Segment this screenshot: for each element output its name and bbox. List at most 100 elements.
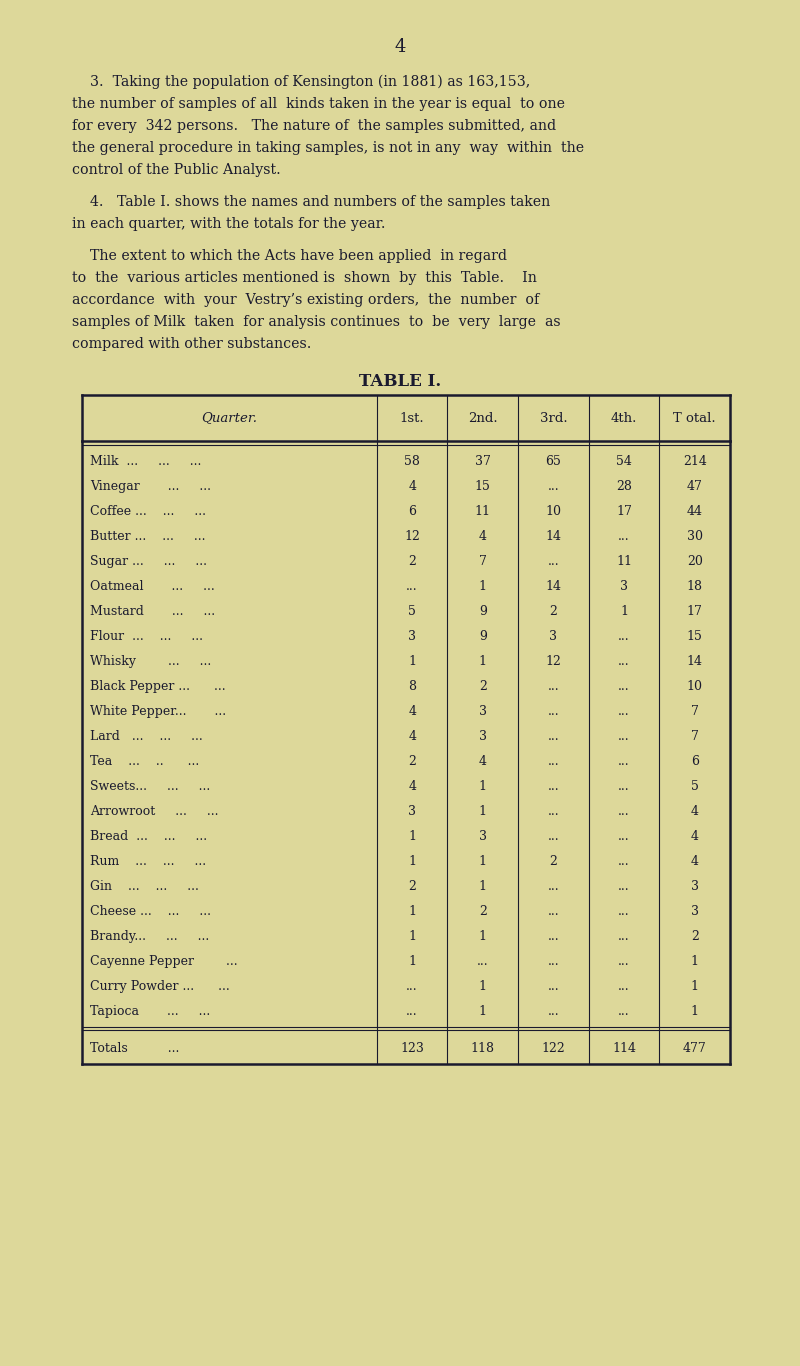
- Text: ...: ...: [548, 755, 559, 768]
- Text: Totals          ...: Totals ...: [90, 1041, 179, 1055]
- Text: 1: 1: [478, 805, 486, 818]
- Text: 1: 1: [478, 930, 486, 943]
- Text: 17: 17: [686, 605, 702, 617]
- Text: White Pepper...       ...: White Pepper... ...: [90, 705, 226, 719]
- Text: 3: 3: [408, 630, 416, 643]
- Text: to  the  various articles mentioned is  shown  by  this  Table.    In: to the various articles mentioned is sho…: [72, 270, 537, 285]
- Text: ...: ...: [618, 705, 630, 719]
- Text: 2nd.: 2nd.: [468, 411, 498, 425]
- Text: 1: 1: [478, 656, 486, 668]
- Text: 3.  Taking the population of Kensington (in 1881) as 163,153,: 3. Taking the population of Kensington (…: [72, 75, 530, 89]
- Text: Cheese ...    ...     ...: Cheese ... ... ...: [90, 906, 211, 918]
- Text: 1: 1: [690, 955, 698, 968]
- Text: Lard   ...    ...     ...: Lard ... ... ...: [90, 729, 202, 743]
- Text: 3: 3: [408, 805, 416, 818]
- Text: 14: 14: [686, 656, 702, 668]
- Text: ...: ...: [618, 880, 630, 893]
- Text: ...: ...: [548, 555, 559, 568]
- Text: ...: ...: [548, 979, 559, 993]
- Text: 9: 9: [479, 605, 486, 617]
- Text: Sugar ...     ...     ...: Sugar ... ... ...: [90, 555, 207, 568]
- Text: 2: 2: [550, 855, 558, 867]
- Text: Gin    ...    ...     ...: Gin ... ... ...: [90, 880, 199, 893]
- Text: 3: 3: [478, 831, 486, 843]
- Text: 3: 3: [690, 906, 698, 918]
- Text: 1: 1: [690, 1005, 698, 1018]
- Text: 8: 8: [408, 680, 416, 693]
- Text: 3: 3: [620, 581, 628, 593]
- Text: 6: 6: [408, 505, 416, 518]
- Text: ...: ...: [548, 906, 559, 918]
- Text: 1: 1: [478, 979, 486, 993]
- Text: 2: 2: [408, 555, 416, 568]
- Text: 10: 10: [686, 680, 702, 693]
- Text: 4: 4: [408, 780, 416, 794]
- Text: 4: 4: [690, 805, 698, 818]
- Text: ...: ...: [406, 1005, 418, 1018]
- Text: ...: ...: [618, 930, 630, 943]
- Text: Vinegar       ...     ...: Vinegar ... ...: [90, 479, 211, 493]
- Text: Tapioca       ...     ...: Tapioca ... ...: [90, 1005, 210, 1018]
- Text: ...: ...: [618, 979, 630, 993]
- Text: ...: ...: [548, 479, 559, 493]
- Text: in each quarter, with the totals for the year.: in each quarter, with the totals for the…: [72, 217, 386, 231]
- Text: 1: 1: [408, 955, 416, 968]
- Text: 54: 54: [616, 455, 632, 469]
- Text: 20: 20: [686, 555, 702, 568]
- Text: 4: 4: [408, 729, 416, 743]
- Text: Sweets...     ...     ...: Sweets... ... ...: [90, 780, 210, 794]
- Text: 12: 12: [546, 656, 562, 668]
- Text: 5: 5: [690, 780, 698, 794]
- Text: Butter ...    ...     ...: Butter ... ... ...: [90, 530, 206, 544]
- Text: Tea    ...    ..      ...: Tea ... .. ...: [90, 755, 199, 768]
- Text: 4: 4: [690, 855, 698, 867]
- Text: 7: 7: [479, 555, 486, 568]
- Text: control of the Public Analyst.: control of the Public Analyst.: [72, 163, 281, 178]
- Text: ...: ...: [618, 955, 630, 968]
- Text: ...: ...: [618, 530, 630, 544]
- Text: T otal.: T otal.: [674, 411, 716, 425]
- Text: 15: 15: [686, 630, 702, 643]
- Text: 2: 2: [408, 755, 416, 768]
- Text: 30: 30: [686, 530, 702, 544]
- Text: 1: 1: [478, 880, 486, 893]
- Text: 7: 7: [690, 705, 698, 719]
- Text: 1: 1: [620, 605, 628, 617]
- Text: ...: ...: [548, 805, 559, 818]
- Text: 11: 11: [474, 505, 490, 518]
- Text: 4th.: 4th.: [611, 411, 638, 425]
- Text: ...: ...: [618, 780, 630, 794]
- Text: Brandy...     ...     ...: Brandy... ... ...: [90, 930, 210, 943]
- Text: 1: 1: [478, 581, 486, 593]
- Text: The extent to which the Acts have been applied  in regard: The extent to which the Acts have been a…: [72, 249, 507, 264]
- Text: 12: 12: [404, 530, 420, 544]
- Text: Oatmeal       ...     ...: Oatmeal ... ...: [90, 581, 214, 593]
- Text: Coffee ...    ...     ...: Coffee ... ... ...: [90, 505, 206, 518]
- Text: ...: ...: [618, 855, 630, 867]
- Text: 1: 1: [690, 979, 698, 993]
- Text: Bread  ...    ...     ...: Bread ... ... ...: [90, 831, 207, 843]
- Text: 37: 37: [475, 455, 490, 469]
- Text: 477: 477: [683, 1041, 706, 1055]
- Text: 4: 4: [478, 755, 486, 768]
- Text: Rum    ...    ...     ...: Rum ... ... ...: [90, 855, 206, 867]
- Text: ...: ...: [548, 930, 559, 943]
- Text: 28: 28: [616, 479, 632, 493]
- Text: 47: 47: [686, 479, 702, 493]
- Text: 3: 3: [550, 630, 558, 643]
- Text: ...: ...: [618, 805, 630, 818]
- Text: 65: 65: [546, 455, 562, 469]
- Text: ...: ...: [618, 656, 630, 668]
- Text: the number of samples of all  kinds taken in the year is equal  to one: the number of samples of all kinds taken…: [72, 97, 565, 111]
- Text: ...: ...: [548, 729, 559, 743]
- Text: Black Pepper ...      ...: Black Pepper ... ...: [90, 680, 226, 693]
- Text: 1: 1: [408, 906, 416, 918]
- Text: 3rd.: 3rd.: [540, 411, 567, 425]
- Text: ...: ...: [548, 680, 559, 693]
- Text: ...: ...: [618, 831, 630, 843]
- Text: ...: ...: [548, 780, 559, 794]
- Text: 3: 3: [690, 880, 698, 893]
- Text: 3: 3: [478, 705, 486, 719]
- Text: 4: 4: [394, 38, 406, 56]
- Text: ...: ...: [477, 955, 489, 968]
